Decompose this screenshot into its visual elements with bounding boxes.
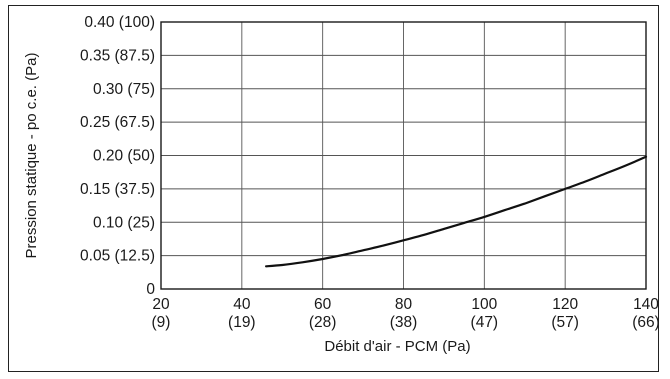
- x-axis-label: Débit d'air - PCM (Pa): [324, 338, 470, 355]
- x-tick-label: 60: [314, 296, 332, 313]
- y-tick-label: 0.20 (50): [93, 148, 155, 165]
- x-tick-sublabel: (19): [228, 314, 256, 331]
- series: [265, 155, 648, 268]
- x-tick-label: 100: [471, 296, 497, 313]
- x-tick-label: 120: [552, 296, 578, 313]
- y-tick-label: 0.40 (100): [84, 14, 155, 31]
- grid: [161, 22, 646, 289]
- y-tick-label: 0.25 (67.5): [80, 114, 155, 131]
- x-tick-sublabel: (47): [471, 314, 499, 331]
- y-tick-label: 0: [146, 281, 155, 298]
- x-tick-label: 20: [152, 296, 170, 313]
- x-tick-label: 40: [233, 296, 251, 313]
- y-tick-labels: 0 0.05 (12.5) 0.10 (25) 0.15 (37.5) 0.20 (50…: [80, 14, 155, 298]
- plot-area: [160, 21, 647, 290]
- y-tick-label: 0.05 (12.5): [80, 248, 155, 265]
- y-tick-label: 0.35 (87.5): [80, 47, 155, 64]
- x-tick-sublabel: (57): [551, 314, 579, 331]
- x-tick-sublabel: (66): [632, 314, 660, 331]
- x-tick-sublabel: (38): [390, 314, 418, 331]
- x-tick-labels: 20(9) 40(19) 60(28) 80(38) 100(47) 120(57) 140…: [152, 296, 660, 331]
- y-tick-label: 0.30 (75): [93, 81, 155, 98]
- y-axis-label: Pression statique - po c.e. (Pa): [23, 53, 40, 259]
- x-tick-label: 140: [633, 296, 659, 313]
- y-tick-label: 0.10 (25): [93, 214, 155, 231]
- y-tick-label: 0.15 (37.5): [80, 181, 155, 198]
- x-tick-label: 80: [395, 296, 413, 313]
- x-tick-sublabel: (9): [152, 314, 171, 331]
- series-line: [265, 155, 648, 268]
- x-tick-sublabel: (28): [309, 314, 337, 331]
